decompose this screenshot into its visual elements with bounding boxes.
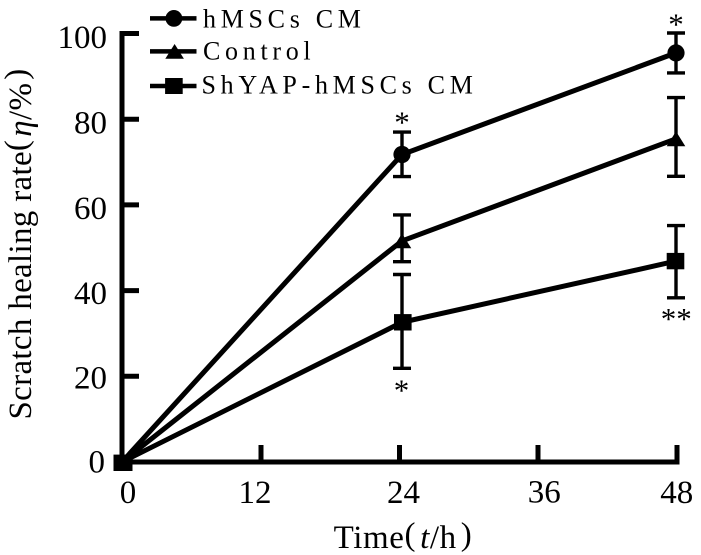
- svg-text:20: 20: [74, 361, 107, 397]
- svg-text:*: *: [394, 105, 410, 140]
- svg-text:*: *: [394, 373, 410, 408]
- svg-text:36: 36: [528, 475, 561, 511]
- svg-text:0: 0: [89, 445, 106, 481]
- svg-text:24: 24: [387, 475, 420, 511]
- svg-text:80: 80: [74, 106, 107, 142]
- svg-text:48: 48: [660, 475, 693, 511]
- svg-text:0: 0: [120, 475, 137, 511]
- svg-text:Control: Control: [203, 37, 315, 66]
- svg-text:40: 40: [74, 276, 107, 312]
- svg-text:100: 100: [58, 20, 108, 56]
- svg-text:Scratch healing rate(η/%): Scratch healing rate(η/%): [0, 68, 39, 419]
- svg-text:*: *: [668, 7, 684, 42]
- svg-text:hMSCs CM: hMSCs CM: [203, 5, 366, 34]
- svg-text:**: **: [661, 301, 692, 336]
- svg-text:12: 12: [239, 475, 272, 511]
- svg-text:60: 60: [74, 191, 107, 227]
- svg-text:ShYAP-hMSCs CM: ShYAP-hMSCs CM: [202, 71, 478, 100]
- svg-text:Time(t/h): Time(t/h): [334, 517, 473, 555]
